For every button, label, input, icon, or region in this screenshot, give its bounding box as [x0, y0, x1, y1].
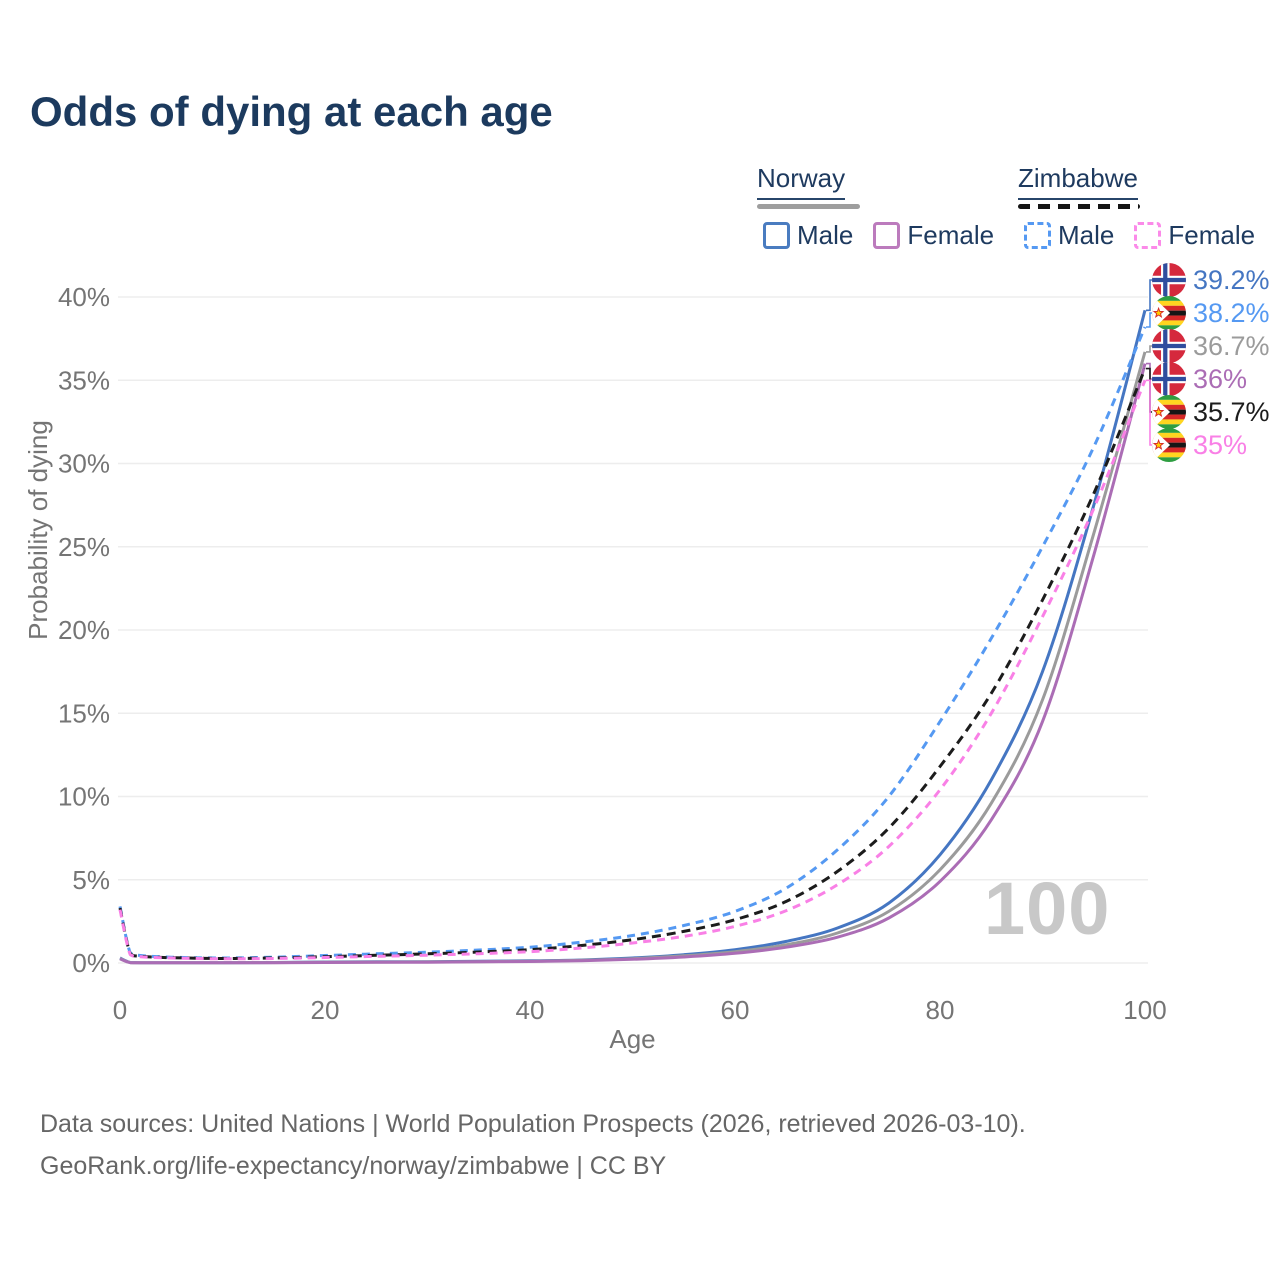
y-tick-15: 15%	[58, 698, 110, 728]
legend-norway-title: Norway	[757, 163, 846, 200]
legend-zimbabwe-title: Zimbabwe	[1018, 163, 1138, 200]
end-label-value: 36%	[1193, 363, 1248, 394]
end-label-norway-overall: 36.7%	[1152, 329, 1270, 363]
zimbabwe-flag-icon	[1152, 428, 1186, 462]
zimbabwe-female-label: Female	[1168, 220, 1256, 250]
norway-female-checkbox[interactable]	[873, 222, 901, 249]
zimbabwe-female-checkbox[interactable]	[1134, 222, 1162, 249]
y-tick-10: 10%	[58, 782, 110, 812]
x-tick-100: 100	[1123, 995, 1166, 1025]
series-line-zimbabwe-male	[118, 326, 1147, 960]
end-label-value: 35.7%	[1193, 396, 1270, 427]
x-tick-60: 60	[721, 995, 750, 1025]
end-label-value: 38.2%	[1193, 297, 1270, 328]
footer-attribution: GeoRank.org/life-expectancy/norway/zimba…	[40, 1152, 667, 1180]
legend-zimbabwe-items: Male Female	[1024, 220, 1275, 251]
y-tick-40: 40%	[58, 282, 110, 312]
end-label-norway-female: 36%	[1152, 362, 1247, 396]
end-label-zimbabwe-overall: 35.7%	[1152, 395, 1270, 429]
y-tick-25: 25%	[58, 532, 110, 562]
chart-title: Odds of dying at each age	[30, 88, 553, 135]
norway-flag-icon	[1152, 263, 1186, 297]
series-line-zimbabwe-overall	[118, 368, 1147, 960]
x-axis-title: Age	[609, 1024, 655, 1054]
end-label-value: 35%	[1193, 429, 1248, 460]
series-line-norway-overall	[119, 351, 1147, 965]
y-tick-20: 20%	[58, 615, 110, 645]
y-tick-5: 5%	[72, 865, 110, 895]
legend-group-zimbabwe: Zimbabwe Male Female	[1018, 163, 1275, 251]
end-label-norway-male: 39.2%	[1152, 263, 1270, 297]
x-tick-20: 20	[311, 995, 340, 1025]
norway-male-checkbox[interactable]	[763, 222, 790, 249]
watermark-age-100: 100	[984, 867, 1111, 950]
end-label-value: 39.2%	[1193, 264, 1270, 295]
footer-data-sources: Data sources: United Nations | World Pop…	[40, 1110, 1026, 1138]
zimbabwe-male-checkbox[interactable]	[1024, 222, 1051, 249]
series-line-norway-female	[119, 363, 1147, 965]
norway-flag-icon	[1152, 362, 1186, 396]
zimbabwe-line-style-sample	[1018, 204, 1140, 209]
footer: Data sources: United Nations | World Pop…	[40, 1103, 1026, 1187]
x-tick-80: 80	[926, 995, 955, 1025]
zimbabwe-flag-icon	[1152, 296, 1186, 330]
y-tick-0: 0%	[72, 948, 110, 978]
end-label-zimbabwe-female: 35%	[1152, 428, 1247, 462]
legend-norway-items: Male Female	[763, 220, 1014, 251]
norway-female-label: Female	[907, 220, 995, 250]
x-tick-40: 40	[516, 995, 545, 1025]
zimbabwe-flag-icon	[1152, 395, 1186, 429]
norway-flag-icon	[1152, 329, 1186, 363]
end-label-value: 36.7%	[1193, 330, 1270, 361]
x-tick-0: 0	[113, 995, 127, 1025]
y-tick-35: 35%	[58, 365, 110, 395]
zimbabwe-male-label: Male	[1058, 220, 1115, 250]
norway-male-label: Male	[797, 220, 854, 250]
y-axis-title: Probability of dying	[23, 420, 53, 640]
series-line-zimbabwe-female	[118, 379, 1147, 961]
end-label-zimbabwe-male: 38.2%	[1152, 296, 1270, 330]
legend-group-norway: Norway Male Female	[757, 163, 1014, 251]
norway-line-style-sample	[757, 204, 860, 209]
chart-canvas: 0% 5% 10% 15% 20% 25% 30% 35% 40% 0 20 40 60 80 100 Age…	[23, 279, 1167, 1054]
y-tick-30: 30%	[58, 449, 110, 479]
